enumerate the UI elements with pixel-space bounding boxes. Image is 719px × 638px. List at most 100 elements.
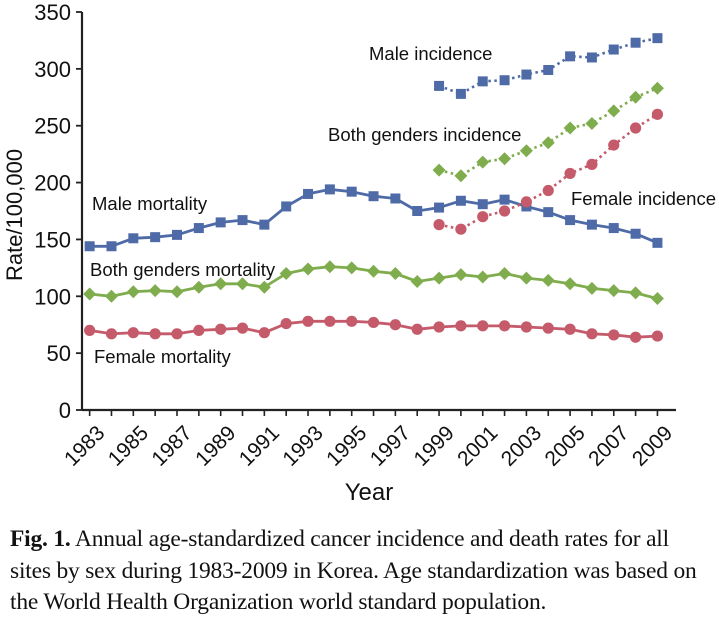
y-tick-label-50: 50: [47, 341, 71, 366]
female-mortality-point-1996: [367, 316, 380, 329]
both-genders-incidence-point-2004: [541, 136, 555, 150]
both-genders-mortality-point-1995: [345, 261, 359, 275]
both-genders-mortality-point-1998: [410, 275, 424, 289]
female-mortality-point-2008: [629, 331, 642, 343]
male-mortality-point-2001: [477, 199, 488, 210]
female-incidence-label: Female incidence: [571, 188, 716, 209]
male-incidence-point-2001: [477, 76, 488, 87]
y-tick-label-250: 250: [34, 114, 71, 139]
male-mortality-point-2002: [499, 194, 510, 205]
male-incidence-label: Male incidence: [369, 43, 492, 64]
x-tick-label-2003: 2003: [497, 421, 546, 470]
male-mortality-point-2007: [608, 223, 619, 234]
male-mortality-point-1998: [412, 206, 423, 216]
female-incidence-point-2008: [629, 122, 642, 134]
both-genders-mortality-point-2003: [519, 271, 533, 285]
female-mortality-point-2000: [455, 320, 467, 332]
both-genders-incidence-point-2000: [454, 169, 468, 183]
both-genders-incidence-point-2007: [607, 104, 621, 118]
female-incidence-point-2007: [608, 139, 620, 151]
female-mortality-point-1992: [280, 317, 292, 330]
y-tick-label-350: 350: [34, 0, 71, 25]
male-mortality-point-2004: [543, 207, 554, 218]
male-mortality-point-1989: [215, 217, 226, 228]
male-mortality-point-1988: [193, 223, 204, 234]
x-tick-label-1997: 1997: [366, 421, 415, 470]
female-mortality-point-1988: [193, 324, 205, 336]
x-tick-label-1985: 1985: [104, 421, 153, 470]
x-tick-label-2007: 2007: [584, 421, 633, 470]
male-mortality-point-1986: [150, 232, 161, 243]
female-mortality-point-1997: [389, 319, 401, 331]
both-genders-mortality-point-1991: [257, 280, 271, 294]
male-mortality-point-1992: [281, 201, 292, 212]
male-incidence-point-2005: [565, 51, 576, 62]
male-mortality-point-2006: [586, 219, 597, 230]
female-incidence-point-1999: [433, 219, 445, 231]
both-genders-mortality-point-1988: [192, 280, 206, 294]
male-incidence-point-1999: [434, 80, 445, 91]
female-incidence-point-2005: [564, 167, 576, 180]
male-incidence-point-2006: [586, 52, 597, 63]
both-genders-incidence-point-2002: [498, 152, 512, 166]
both-genders-mortality-point-1987: [170, 285, 184, 299]
both-genders-mortality-label: Both genders mortality: [90, 259, 276, 280]
female-mortality-point-2005: [564, 323, 576, 335]
male-mortality-point-1993: [303, 188, 314, 199]
male-incidence-point-2008: [630, 37, 641, 48]
both-genders-mortality-point-1984: [104, 289, 118, 303]
male-incidence-point-2009: [652, 33, 663, 44]
male-incidence-point-2004: [543, 64, 554, 75]
figure-label: Fig. 1.: [10, 526, 71, 552]
female-mortality-point-1984: [105, 328, 118, 340]
female-incidence-point-2004: [542, 184, 554, 197]
female-mortality-point-2002: [498, 320, 511, 332]
female-mortality-point-2007: [608, 329, 620, 341]
both-genders-mortality-point-1985: [126, 285, 140, 299]
male-mortality-label: Male mortality: [92, 193, 208, 214]
male-incidence-point-2002: [499, 75, 510, 86]
male-mortality-point-1984: [106, 241, 117, 252]
both-genders-mortality-point-2008: [629, 286, 643, 300]
female-mortality-point-2001: [477, 320, 489, 332]
male-mortality-point-1987: [171, 229, 182, 240]
male-mortality-point-1983: [84, 241, 95, 252]
both-genders-incidence-point-2006: [585, 116, 599, 130]
female-mortality-point-1985: [127, 327, 139, 339]
male-incidence-point-2007: [608, 44, 619, 55]
y-tick-label-200: 200: [34, 171, 71, 196]
both-genders-mortality-point-1990: [236, 277, 250, 291]
both-genders-mortality-point-1989: [214, 277, 228, 291]
female-incidence-point-2000: [455, 223, 467, 235]
female-mortality-point-1998: [411, 323, 423, 335]
both-genders-mortality-point-1992: [279, 267, 293, 281]
both-genders-incidence-point-2008: [629, 90, 643, 104]
x-tick-label-1995: 1995: [322, 421, 371, 470]
both-genders-mortality-point-2005: [563, 277, 577, 291]
male-mortality-point-1985: [128, 233, 139, 244]
both-genders-mortality-point-1986: [148, 284, 162, 298]
female-incidence-point-2001: [477, 211, 489, 223]
female-incidence-point-2003: [520, 196, 533, 208]
male-mortality-point-1995: [346, 186, 357, 197]
y-tick-label-150: 150: [34, 227, 71, 252]
figure-caption-text: Annual age-standardized cancer incidence…: [10, 526, 697, 615]
y-tick-label-300: 300: [34, 57, 71, 82]
female-mortality-label: Female mortality: [94, 346, 231, 367]
both-genders-mortality-point-1994: [323, 260, 337, 274]
both-genders-mortality-point-1997: [388, 267, 402, 281]
both-genders-mortality-point-2002: [498, 267, 512, 281]
both-genders-mortality-point-2009: [650, 292, 664, 306]
male-mortality-point-2000: [455, 195, 466, 206]
x-tick-label-1999: 1999: [409, 421, 458, 470]
both-genders-mortality-point-2007: [607, 284, 621, 298]
y-axis-title: Rate/100,000: [2, 149, 27, 281]
x-tick-label-2009: 2009: [628, 421, 677, 470]
figure-chart: 0 50 100 150 200 250 300 350 1983 1985 1987 1989 199…: [2, 0, 716, 506]
x-tick-label-1989: 1989: [191, 421, 240, 470]
both-genders-incidence-label: Both genders incidence: [328, 124, 521, 145]
male-mortality-point-1990: [237, 215, 248, 226]
y-tick-label-0: 0: [59, 398, 71, 423]
x-tick-label-1991: 1991: [235, 421, 284, 470]
both-genders-mortality-point-2006: [585, 281, 599, 295]
